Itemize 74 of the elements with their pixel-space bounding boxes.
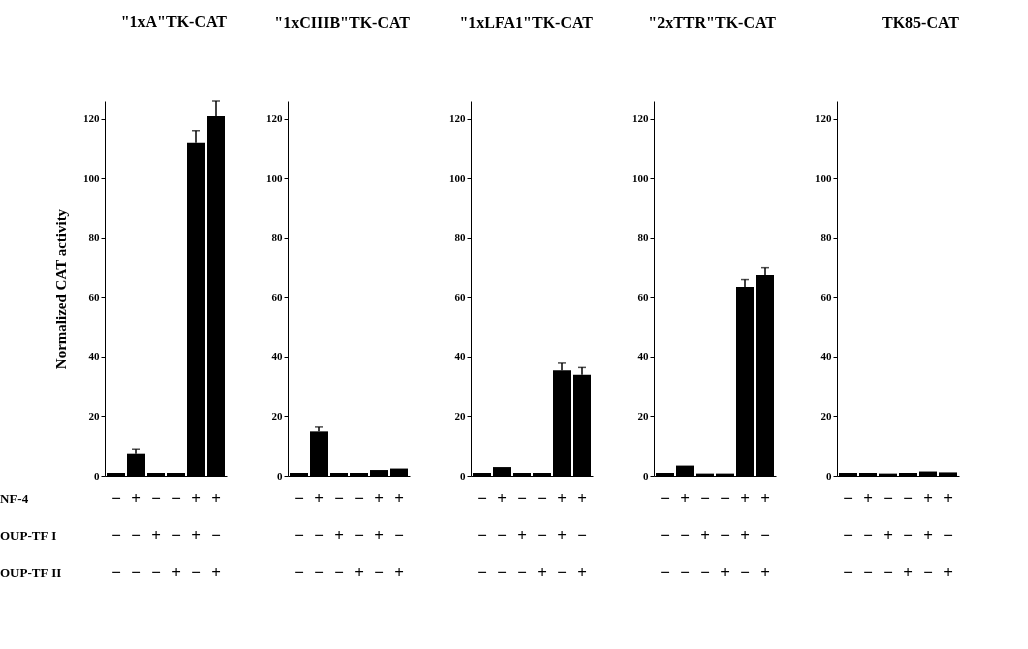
y-tick-label: 0 — [460, 469, 466, 482]
x-tick-label: + − + — [577, 488, 587, 582]
y-tick-label: 0 — [94, 469, 100, 482]
chart-title: "1xCIIIB"TK-CAT — [274, 14, 411, 31]
y-tick-label: 120 — [449, 112, 466, 125]
x-tick-label: + + − — [191, 488, 201, 582]
y-tick-label: 40 — [271, 350, 283, 363]
y-tick-label: 20 — [271, 409, 283, 422]
x-tick-label: + − + — [943, 488, 953, 582]
chart-title: "1xLFA1"TK-CAT — [459, 14, 594, 31]
x-tick-label: + + − — [557, 488, 567, 582]
y-tick-label: 60 — [88, 290, 100, 303]
y-tick-label: 80 — [454, 231, 466, 244]
y-tick-label: 0 — [277, 469, 283, 482]
y-tick-label: 0 — [826, 469, 832, 482]
y-tick-label: 120 — [815, 112, 832, 125]
y-tick-label: 40 — [637, 350, 649, 363]
y-tick-label: 60 — [637, 290, 649, 303]
y-tick-label: 100 — [266, 171, 283, 184]
y-tick-label: 20 — [88, 409, 100, 422]
x-tick-label: − − − — [111, 488, 121, 582]
x-tick-label: − − − — [843, 488, 853, 582]
x-tick-label: − − + — [354, 488, 364, 582]
x-tick-label: − − − — [660, 488, 670, 582]
text: OUP-TF II — [0, 565, 62, 580]
x-tick-label: + − − — [863, 488, 873, 582]
x-tick-label: + − + — [760, 488, 770, 582]
text: NF-4 — [0, 491, 29, 506]
x-tick-label: − + − — [151, 488, 161, 582]
x-tick-label: + − − — [680, 488, 690, 582]
y-tick-label: 80 — [637, 231, 649, 244]
x-tick-label: + − − — [131, 488, 141, 582]
x-tick-label: − − − — [294, 488, 304, 582]
text: OUP-TF I — [0, 528, 57, 543]
y-tick-label: 20 — [454, 409, 466, 422]
x-tick-label: + − − — [314, 488, 324, 582]
y-tick-label: 0 — [643, 469, 649, 482]
y-tick-label: 80 — [820, 231, 832, 244]
x-tick-label: − + − — [517, 488, 527, 582]
x-tick-label: − − − — [477, 488, 487, 582]
y-tick-label: 40 — [820, 350, 832, 363]
y-tick-label: 120 — [83, 112, 100, 125]
x-tick-label: + + − — [923, 488, 933, 582]
y-tick-label: 40 — [454, 350, 466, 363]
y-tick-label: 100 — [632, 171, 649, 184]
y-tick-label: 20 — [637, 409, 649, 422]
y-tick-label: 120 — [632, 112, 649, 125]
y-tick-label: 100 — [449, 171, 466, 184]
x-tick-label: − − + — [720, 488, 730, 582]
x-tick-label: − + − — [883, 488, 893, 582]
y-axis-title: Normalized CAT activity — [53, 208, 69, 370]
y-tick-label: 20 — [820, 409, 832, 422]
y-tick-label: 60 — [271, 290, 283, 303]
y-tick-label: 40 — [88, 350, 100, 363]
x-tick-label: − + − — [334, 488, 344, 582]
y-tick-label: 120 — [266, 112, 283, 125]
x-tick-label: + − + — [394, 488, 404, 582]
x-tick-label: − − + — [903, 488, 913, 582]
chart-title: "1xA"TK-CAT — [120, 13, 228, 31]
chart-title: "2xTTR"TK-CAT — [648, 14, 777, 31]
x-tick-label: + − − — [497, 488, 507, 582]
x-tick-label: + + − — [740, 488, 750, 582]
x-tick-label: + + − — [374, 488, 384, 582]
y-tick-label: 100 — [815, 171, 832, 184]
y-tick-label: 80 — [271, 231, 283, 244]
y-tick-label: 100 — [83, 171, 100, 184]
y-tick-label: 60 — [454, 290, 466, 303]
x-tick-label: − − + — [171, 488, 181, 582]
x-tick-label: + − + — [211, 488, 221, 582]
x-tick-label: − + − — [700, 488, 710, 582]
chart-title: TK85-CAT — [881, 14, 960, 31]
x-tick-label: − − + — [537, 488, 547, 582]
y-tick-label: 80 — [88, 231, 100, 244]
y-tick-label: 60 — [820, 290, 832, 303]
